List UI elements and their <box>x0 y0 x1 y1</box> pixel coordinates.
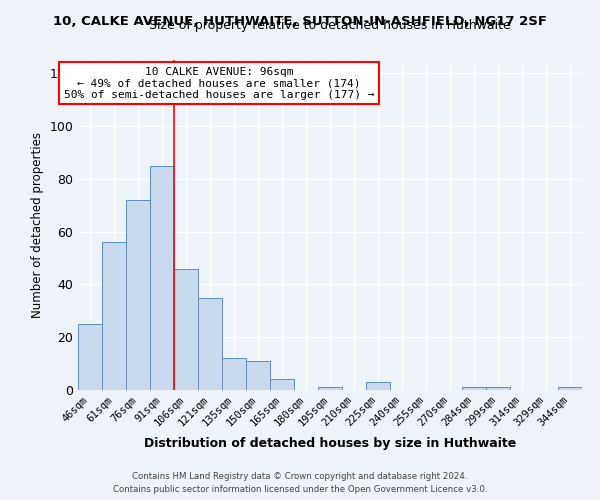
Bar <box>270 380 294 390</box>
Bar <box>486 388 510 390</box>
Bar <box>558 388 582 390</box>
Text: 10 CALKE AVENUE: 96sqm
← 49% of detached houses are smaller (174)
50% of semi-de: 10 CALKE AVENUE: 96sqm ← 49% of detached… <box>64 66 374 100</box>
Bar <box>462 388 486 390</box>
Bar <box>366 382 390 390</box>
X-axis label: Distribution of detached houses by size in Huthwaite: Distribution of detached houses by size … <box>144 437 516 450</box>
Y-axis label: Number of detached properties: Number of detached properties <box>31 132 44 318</box>
Bar <box>198 298 222 390</box>
Title: Size of property relative to detached houses in Huthwaite: Size of property relative to detached ho… <box>149 20 511 32</box>
Bar <box>126 200 150 390</box>
Bar <box>78 324 102 390</box>
Bar <box>318 388 342 390</box>
Text: 10, CALKE AVENUE, HUTHWAITE, SUTTON-IN-ASHFIELD, NG17 2SF: 10, CALKE AVENUE, HUTHWAITE, SUTTON-IN-A… <box>53 15 547 28</box>
Bar <box>102 242 126 390</box>
Bar <box>246 361 270 390</box>
Bar <box>150 166 174 390</box>
Bar <box>222 358 246 390</box>
Text: Contains HM Land Registry data © Crown copyright and database right 2024.
Contai: Contains HM Land Registry data © Crown c… <box>113 472 487 494</box>
Bar <box>174 268 198 390</box>
